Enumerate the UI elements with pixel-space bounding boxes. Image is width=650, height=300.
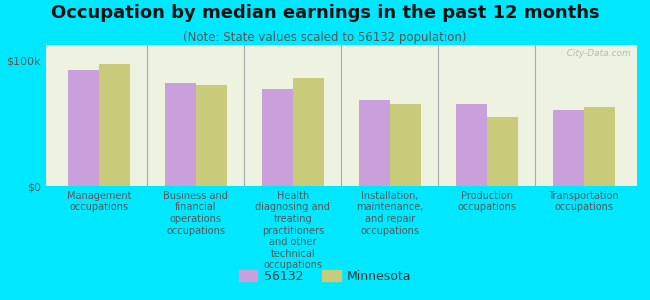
Bar (99, 64, 130, 186)
Bar (262, 89, 292, 186)
Text: Occupation by median earnings in the past 12 months: Occupation by median earnings in the pas… (51, 4, 599, 22)
Text: (Note: State values scaled to 56132 population): (Note: State values scaled to 56132 popu… (183, 32, 467, 44)
Bar (552, 110, 584, 186)
Bar (390, 104, 421, 186)
Bar (584, 107, 615, 186)
Legend: 56132, Minnesota: 56132, Minnesota (233, 265, 417, 288)
Bar (487, 117, 518, 186)
Bar (164, 83, 196, 186)
Bar (456, 104, 487, 186)
Text: City-Data.com: City-Data.com (562, 49, 631, 58)
Bar (292, 78, 324, 186)
Bar (68, 70, 99, 186)
Bar (196, 85, 227, 186)
Bar (359, 100, 390, 186)
